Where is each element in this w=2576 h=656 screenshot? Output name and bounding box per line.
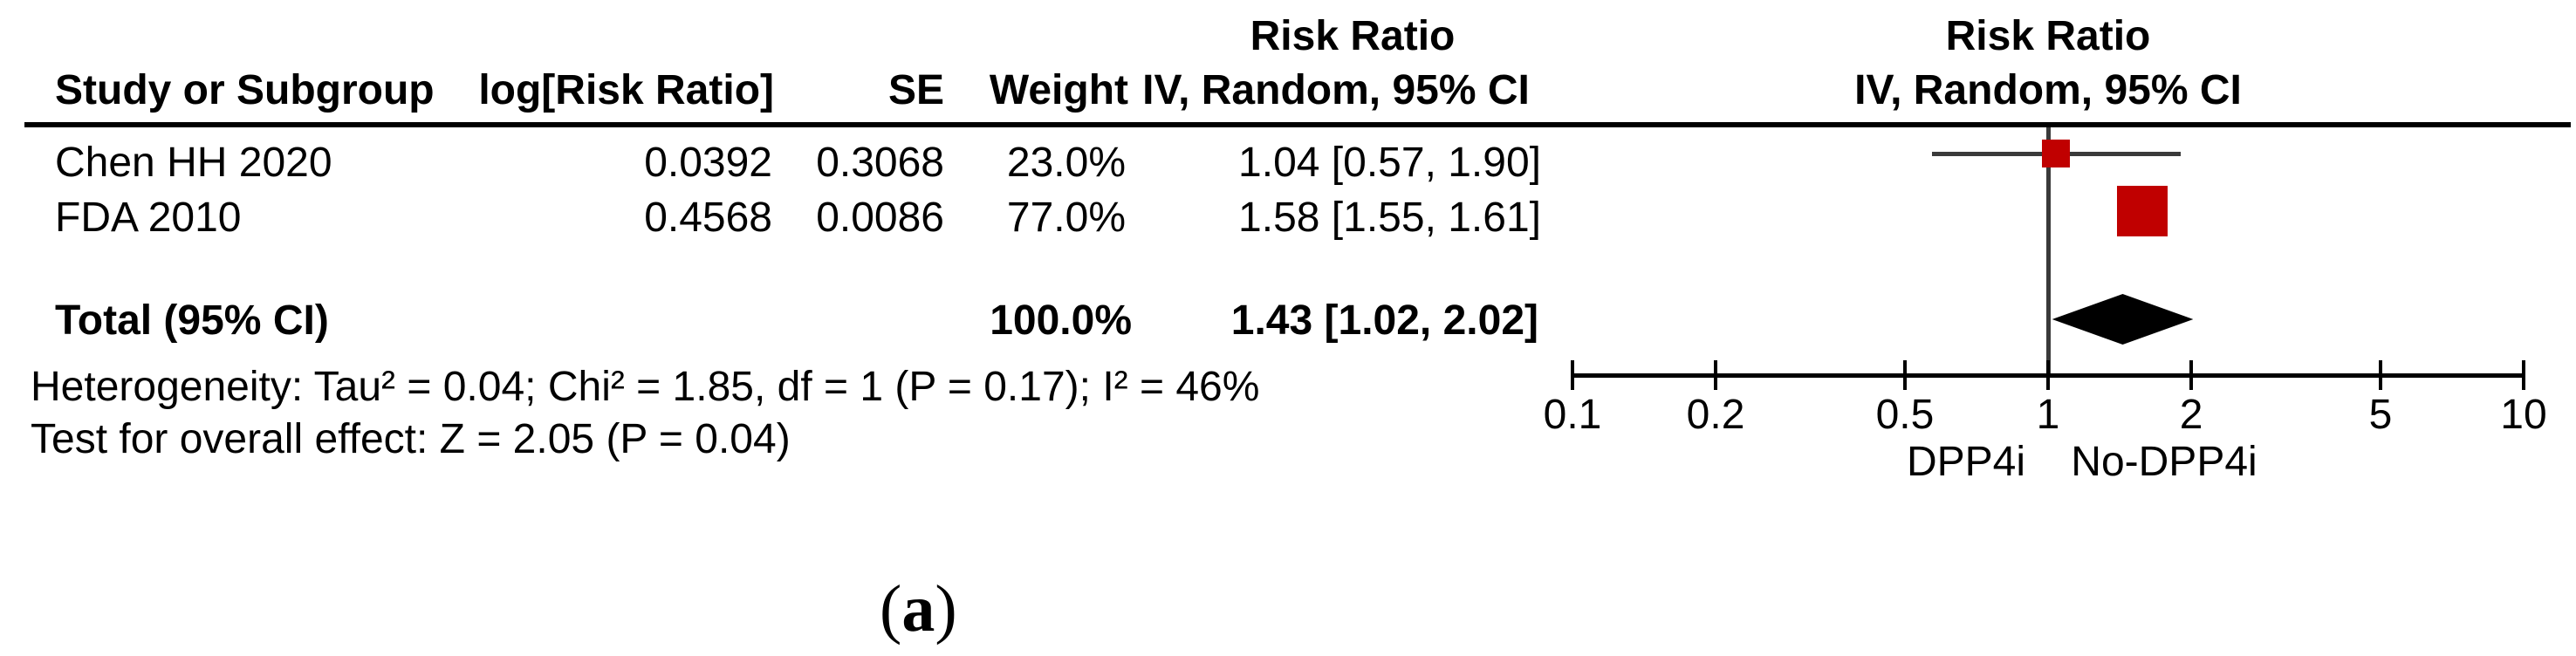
axis-tick-label: 0.2 bbox=[1686, 392, 1745, 438]
figure-caption: (a) bbox=[880, 576, 957, 642]
axis-tick bbox=[2046, 360, 2050, 390]
logrr-value: 0.4568 bbox=[644, 195, 772, 241]
ci-value: 1.58 [1.55, 1.61] bbox=[1238, 195, 1541, 241]
weight-value: 77.0% bbox=[1006, 195, 1126, 241]
column-header-logrr: log[Risk Ratio] bbox=[478, 67, 774, 113]
axis-tick bbox=[1714, 360, 1718, 390]
total-label: Total (95% CI) bbox=[55, 297, 329, 344]
ci-value: 1.04 [0.57, 1.90] bbox=[1238, 140, 1541, 186]
logrr-value: 0.0392 bbox=[644, 140, 772, 186]
overall-effect-note: Test for overall effect: Z = 2.05 (P = 0… bbox=[31, 416, 791, 462]
heterogeneity-note: Heterogeneity: Tau² = 0.04; Chi² = 1.85,… bbox=[31, 364, 1260, 410]
column-header-study: Study or Subgroup bbox=[55, 67, 435, 113]
axis-tick-label: 2 bbox=[2179, 392, 2203, 438]
header-rule bbox=[24, 122, 2571, 127]
column-header-se: SE bbox=[887, 67, 944, 113]
table-effect-header-line1: Risk Ratio bbox=[1250, 13, 1456, 59]
column-header-ci: IV, Random, 95% CI bbox=[1142, 67, 1530, 113]
axis-tick bbox=[1571, 360, 1574, 390]
caption-paren-close: ) bbox=[935, 572, 957, 646]
axis-tick bbox=[2522, 360, 2525, 390]
study-marker bbox=[2117, 186, 2168, 236]
null-effect-line bbox=[2046, 127, 2051, 376]
total-weight: 100.0% bbox=[990, 297, 1132, 344]
axis-tick bbox=[2189, 360, 2194, 390]
total-ci: 1.43 [1.02, 2.02] bbox=[1230, 297, 1538, 344]
total-diamond bbox=[2052, 294, 2194, 345]
column-header-weight: Weight bbox=[989, 67, 1128, 113]
axis-tick bbox=[2378, 360, 2382, 390]
axis-tick-label: 0.1 bbox=[1543, 392, 1602, 438]
axis-tick-label: 5 bbox=[2368, 392, 2393, 438]
study-marker bbox=[2042, 140, 2071, 167]
axis-tick-label: 0.5 bbox=[1875, 392, 1935, 438]
study-name: Chen HH 2020 bbox=[55, 140, 332, 186]
axis-tick-label: 1 bbox=[2036, 392, 2060, 438]
caption-letter: a bbox=[901, 572, 935, 646]
right-group-label: No-DPP4i bbox=[2071, 439, 2257, 485]
axis-tick bbox=[1902, 360, 1907, 390]
axis-tick-label: 10 bbox=[2500, 392, 2547, 438]
se-value: 0.3068 bbox=[816, 140, 944, 186]
study-name: FDA 2010 bbox=[55, 195, 242, 241]
plot-effect-header-line1: Risk Ratio bbox=[1945, 13, 2151, 59]
caption-paren-open: ( bbox=[880, 572, 902, 646]
weight-value: 23.0% bbox=[1006, 140, 1126, 186]
left-group-label: DPP4i bbox=[1906, 439, 2026, 485]
se-value: 0.0086 bbox=[816, 195, 944, 241]
plot-effect-header-line2: IV, Random, 95% CI bbox=[1854, 67, 2242, 113]
